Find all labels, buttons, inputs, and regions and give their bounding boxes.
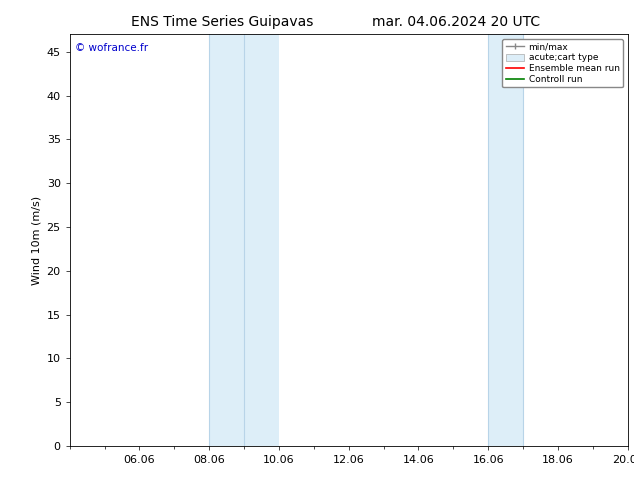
Bar xyxy=(488,34,523,446)
Bar xyxy=(209,34,279,446)
Text: mar. 04.06.2024 20 UTC: mar. 04.06.2024 20 UTC xyxy=(372,15,541,29)
Legend: min/max, acute;cart type, Ensemble mean run, Controll run: min/max, acute;cart type, Ensemble mean … xyxy=(502,39,623,87)
Text: ENS Time Series Guipavas: ENS Time Series Guipavas xyxy=(131,15,313,29)
Text: © wofrance.fr: © wofrance.fr xyxy=(75,43,148,52)
Y-axis label: Wind 10m (m/s): Wind 10m (m/s) xyxy=(31,196,41,285)
